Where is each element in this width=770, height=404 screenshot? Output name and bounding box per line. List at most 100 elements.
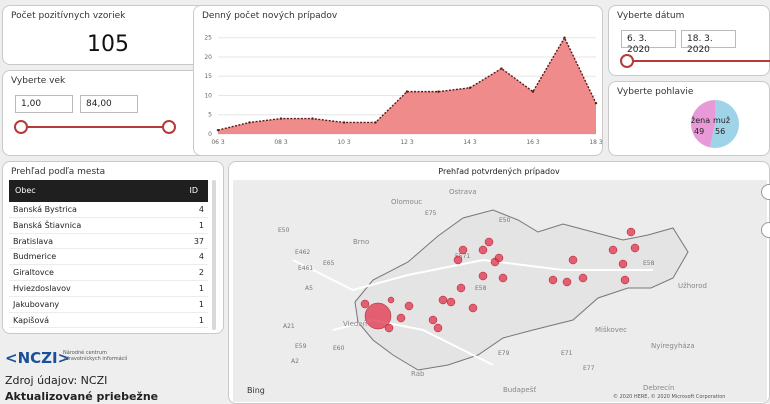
age-slider-min-handle[interactable] bbox=[14, 120, 28, 134]
case-marker[interactable] bbox=[568, 255, 578, 265]
age-slider-max-handle[interactable] bbox=[162, 120, 176, 134]
data-point[interactable] bbox=[563, 36, 566, 39]
road-label: E50 bbox=[278, 227, 290, 234]
y-tick-label: 5 bbox=[208, 112, 212, 119]
y-tick-label: 0 bbox=[208, 131, 212, 138]
data-point[interactable] bbox=[342, 121, 346, 124]
map-city-label: Brno bbox=[353, 238, 369, 246]
case-marker[interactable] bbox=[404, 301, 414, 311]
col-id-header[interactable]: ID bbox=[189, 186, 198, 195]
case-marker[interactable] bbox=[578, 273, 588, 283]
case-marker[interactable] bbox=[360, 299, 370, 309]
male-slice[interactable] bbox=[710, 100, 739, 148]
map-card: Prehľad potvrdených prípadov Ostrava Olo… bbox=[228, 161, 770, 404]
age-min-input[interactable]: 1,00 bbox=[15, 95, 73, 113]
table-row[interactable]: Kapišová 1 bbox=[9, 313, 208, 329]
data-point[interactable] bbox=[248, 121, 251, 124]
case-marker[interactable] bbox=[548, 275, 558, 285]
x-tick-label: 12 3 bbox=[400, 139, 414, 146]
data-point[interactable] bbox=[500, 67, 503, 70]
case-marker[interactable] bbox=[626, 227, 636, 237]
date-slider-track[interactable] bbox=[627, 60, 770, 62]
map-city-label: Viedeň bbox=[343, 320, 367, 328]
case-marker[interactable] bbox=[384, 323, 394, 333]
road-label: E571 bbox=[455, 253, 470, 260]
map-city-label: Ostrava bbox=[449, 188, 477, 196]
date-from-input[interactable]: 6. 3. 2020 bbox=[621, 30, 676, 55]
map[interactable]: Ostrava Olomouc Brno Viedeň Rab Budapešť… bbox=[233, 180, 767, 402]
city-case-count: 4 bbox=[198, 205, 204, 214]
table-row[interactable]: Banská Štiavnica 1 bbox=[9, 218, 208, 234]
table-row[interactable]: Bratislava 37 bbox=[9, 234, 208, 250]
data-point[interactable] bbox=[594, 101, 598, 105]
age-slider-track[interactable] bbox=[21, 126, 171, 128]
x-tick-label: 14 3 bbox=[463, 139, 477, 146]
table-row[interactable]: Banská Bystrica 4 bbox=[9, 202, 208, 218]
case-marker[interactable] bbox=[620, 275, 630, 285]
case-marker[interactable] bbox=[438, 295, 448, 305]
road-label: E60 bbox=[333, 345, 345, 352]
road-label: E77 bbox=[583, 365, 595, 372]
case-marker[interactable] bbox=[387, 296, 395, 304]
updated-line: Aktualizované priebežne bbox=[5, 390, 159, 403]
map-city-label: Olomouc bbox=[391, 198, 422, 206]
case-marker[interactable] bbox=[428, 315, 438, 325]
table-row[interactable]: Jakubovany 1 bbox=[9, 297, 208, 313]
data-point[interactable] bbox=[279, 117, 283, 120]
data-point[interactable] bbox=[468, 86, 472, 89]
city-name: Banská Štiavnica bbox=[13, 220, 82, 230]
data-point[interactable] bbox=[531, 90, 535, 93]
map-city-label: Nyíregyháza bbox=[651, 342, 695, 350]
zoom-out-button[interactable] bbox=[761, 222, 770, 238]
daily-cases-chart-card: Denný počet nových prípadov 0 5 10 15 20 25 06… bbox=[193, 5, 603, 156]
case-marker[interactable] bbox=[433, 323, 443, 333]
case-marker[interactable] bbox=[396, 313, 406, 323]
case-marker[interactable] bbox=[498, 273, 508, 283]
case-marker[interactable] bbox=[562, 277, 572, 287]
female-slice[interactable] bbox=[691, 100, 715, 148]
female-label: žena bbox=[691, 116, 711, 125]
age-max-input[interactable]: 84,00 bbox=[80, 95, 138, 113]
data-point[interactable] bbox=[374, 121, 377, 124]
case-marker[interactable] bbox=[484, 237, 494, 247]
zoom-in-button[interactable] bbox=[761, 184, 770, 200]
nczi-logo-subtitle: Národné centrum zdravotníckych informáci… bbox=[63, 350, 128, 362]
data-point[interactable] bbox=[405, 90, 409, 93]
data-point[interactable] bbox=[437, 90, 440, 93]
case-marker[interactable] bbox=[364, 302, 392, 330]
case-marker[interactable] bbox=[456, 283, 466, 293]
case-marker[interactable] bbox=[608, 245, 618, 255]
source-line: Zdroj údajov: NCZI bbox=[5, 374, 108, 387]
table-row[interactable]: Giraltovce 2 bbox=[9, 265, 208, 281]
table-scrollbar[interactable] bbox=[212, 180, 216, 330]
date-slider-min-handle[interactable] bbox=[620, 54, 634, 68]
case-marker[interactable] bbox=[630, 243, 640, 253]
table-row[interactable]: Budmerice 4 bbox=[9, 249, 208, 266]
case-marker[interactable] bbox=[458, 245, 468, 255]
date-to-input[interactable]: 18. 3. 2020 bbox=[681, 30, 736, 55]
case-marker[interactable] bbox=[478, 245, 488, 255]
road-label: E59 bbox=[295, 343, 307, 350]
case-marker[interactable] bbox=[446, 297, 456, 307]
case-markers[interactable] bbox=[360, 227, 640, 333]
case-marker[interactable] bbox=[618, 259, 628, 269]
road-label: A5 bbox=[305, 285, 313, 292]
daily-cases-chart: 0 5 10 15 20 25 06 3 08 3 10 3 12 3 14 3 16 3 18 3 bbox=[204, 35, 603, 146]
case-marker[interactable] bbox=[468, 303, 478, 313]
table-row[interactable]: Hviezdoslavov 1 bbox=[9, 281, 208, 297]
road-label: A2 bbox=[291, 358, 299, 365]
case-marker[interactable] bbox=[453, 255, 463, 265]
area-fill[interactable] bbox=[218, 37, 596, 134]
city-name: Jakubovany bbox=[13, 299, 60, 309]
map-city-label: Budapešť bbox=[503, 385, 536, 394]
case-marker[interactable] bbox=[494, 253, 504, 263]
case-marker[interactable] bbox=[478, 271, 488, 281]
col-name-header[interactable]: Obec bbox=[15, 186, 36, 195]
data-point[interactable] bbox=[311, 117, 314, 120]
x-tick-label: 10 3 bbox=[337, 139, 351, 146]
city-case-count: 1 bbox=[198, 299, 204, 309]
map-copyright: © 2020 HERE, © 2020 Microsoft Corporatio… bbox=[613, 393, 725, 400]
data-point[interactable] bbox=[216, 128, 220, 132]
map-title: Prehľad potvrdených prípadov bbox=[438, 167, 560, 176]
gender-donut[interactable] bbox=[685, 94, 745, 154]
